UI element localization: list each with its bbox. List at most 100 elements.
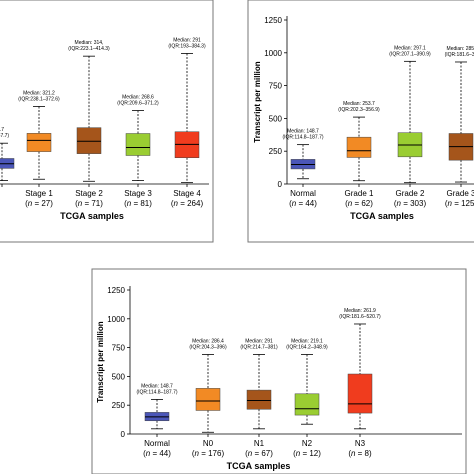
grade-median-label-2: Median: 297.1 — [394, 45, 426, 51]
nodal-median-label-1: Median: 286.4 — [192, 339, 224, 345]
stage-iqr-label-3: (IQR:209.6–371.2) — [117, 101, 159, 107]
stage-n-value-2: = 71) — [82, 199, 103, 208]
stage-median-label-0: .7 — [0, 127, 4, 133]
stage-panel: .7187.7) Median: 321.2(IQR:238.1–372.6) St… — [0, 0, 214, 243]
grade-n-value-0: = 44) — [296, 199, 317, 208]
nodal-ytick-label-5: 1250 — [107, 286, 125, 295]
stage-n-symbol-4: n — [174, 199, 179, 208]
stage-n-symbol-3: n — [127, 199, 132, 208]
nodal-ytick-label-3: 750 — [112, 344, 126, 353]
nodal-n-value-1: = 176) — [199, 449, 224, 458]
nodal-median-label-3: Median: 219.1 — [291, 339, 323, 345]
nodal-xtick-label-3: N2 — [302, 439, 313, 448]
nodal-n-symbol-0: n — [146, 449, 151, 458]
stage-median-label-2: Median: 314, — [75, 40, 104, 46]
nodal-box-4 — [347, 373, 373, 414]
grade-median-label-3: Median: 285. — [447, 46, 474, 52]
nodal-n-value-4: = 8) — [355, 449, 372, 458]
grade-ytick-label-1: 250 — [269, 147, 283, 156]
nodal-ytick-label-0: 0 — [121, 430, 126, 439]
grade-n-symbol-0: n — [292, 199, 297, 208]
nodal-iqr-label-0: (IQR:114.8–187.7) — [136, 389, 177, 395]
nodal-n-label-4: (n = 8) — [348, 449, 372, 458]
nodal-frame — [91, 268, 467, 474]
stage-xtick-label-2: Stage 2 — [75, 189, 103, 198]
grade-n-label-0: (n = 44) — [289, 199, 317, 208]
grade-iqr-label-0: (IQR:114.8–187.7) — [282, 135, 323, 141]
grade-xtick-label-3: Grade 3 — [447, 189, 474, 198]
nodal-xtick-label-2: N1 — [254, 439, 265, 448]
nodal-iqr-label-2: (IQR:214.7–381) — [240, 345, 278, 351]
grade-xtick-label-0: Normal — [290, 189, 316, 198]
stage-median-label-1: Median: 321.2 — [23, 90, 55, 96]
stage-content: .7187.7) Median: 321.2(IQR:238.1–372.6) St… — [0, 37, 209, 221]
stage-iqr-label-2: (IQR:223.1–414.3) — [68, 46, 110, 52]
grade-n-label-3: (n = 125) — [445, 199, 474, 208]
grade-frame — [247, 0, 474, 243]
stage-box-1 — [26, 133, 52, 152]
nodal-ytick-label-1: 250 — [112, 401, 126, 410]
nodal-n-value-3: = 12) — [300, 449, 321, 458]
nodal-box-2 — [246, 389, 272, 410]
nodal-iqr-label-1: (IQR:204.3–396) — [189, 345, 227, 351]
stage-box-3 — [125, 133, 151, 156]
grade-n-symbol-2: n — [397, 199, 402, 208]
nodal-xlabel: TCGA samples — [227, 461, 291, 471]
grade-panel: 0 250 500 750 1000 1250 Transcript per million… — [247, 0, 474, 243]
stage-iqr-label-1: (IQR:238.1–372.6) — [18, 96, 60, 102]
nodal-panel: 0 250 500 750 1000 1250 Transcript per million… — [91, 268, 467, 474]
nodal-n-label-3: (n = 12) — [293, 449, 321, 458]
grade-median-label-1: Median: 253.7 — [343, 101, 375, 107]
nodal-n-value-2: = 67) — [252, 449, 273, 458]
grade-n-label-2: (n = 303) — [394, 199, 427, 208]
stage-frame — [0, 0, 214, 243]
stage-iqr-label-0: 187.7) — [0, 133, 9, 139]
nodal-ytick-label-2: 500 — [112, 372, 126, 381]
stage-n-value-1: = 27) — [32, 199, 53, 208]
grade-xtick-label-1: Grade 1 — [345, 189, 374, 198]
stage-n-symbol-1: n — [28, 199, 33, 208]
grade-median-label-0: Median: 148.7 — [287, 129, 319, 135]
grade-ytick-label-2: 500 — [269, 114, 283, 123]
nodal-n-symbol-3: n — [296, 449, 301, 458]
grade-n-symbol-3: n — [448, 199, 453, 208]
grade-n-label-1: (n = 62) — [345, 199, 373, 208]
grade-iqr-label-1: (IQR:202.3–356.9) — [338, 107, 380, 113]
nodal-xtick-label-1: N0 — [203, 439, 214, 448]
stage-n-label-3: (n = 81) — [124, 199, 152, 208]
nodal-median-label-0: Median: 148.7 — [141, 383, 173, 389]
grade-n-value-1: = 62) — [352, 199, 373, 208]
stage-n-label-1: (n = 27) — [25, 199, 53, 208]
nodal-n-symbol-4: n — [351, 449, 356, 458]
stage-median-label-4: Median: 291 — [173, 37, 201, 43]
grade-ytick-label-4: 1000 — [264, 49, 282, 58]
grade-ytick-label-5: 1250 — [264, 16, 282, 25]
stage-n-label-2: (n = 71) — [75, 199, 103, 208]
nodal-n-symbol-1: n — [195, 449, 200, 458]
stage-n-symbol-2: n — [78, 199, 83, 208]
nodal-n-label-2: (n = 67) — [245, 449, 273, 458]
nodal-median-label-4: Median: 261.9 — [344, 308, 376, 314]
stage-iqr-label-4: (IQR:193–384.3) — [168, 43, 206, 49]
grade-ylabel: Transcript per million — [253, 61, 262, 142]
grade-n-value-2: = 303) — [401, 199, 426, 208]
stage-n-label-4: (n = 264) — [171, 199, 204, 208]
nodal-ylabel: Transcript per million — [96, 321, 105, 402]
stage-xtick-label-4: Stage 4 — [173, 189, 201, 198]
stage-n-value-4: = 264) — [178, 199, 203, 208]
stage-median-label-3: Median: 268.6 — [122, 95, 154, 101]
grade-box-1 — [346, 136, 372, 158]
stage-box-2 — [76, 127, 102, 154]
stage-xtick-label-1: Stage 1 — [25, 189, 53, 198]
nodal-iqr-label-4: (IQR:181.6–520.7) — [339, 314, 381, 320]
nodal-xtick-label-4: N3 — [355, 439, 366, 448]
grade-iqr-label-3: (IQR:181.6–38 — [445, 52, 474, 58]
stage-xlabel: TCGA samples — [60, 211, 124, 221]
grade-n-symbol-1: n — [348, 199, 353, 208]
nodal-n-label-1: (n = 176) — [192, 449, 225, 458]
nodal-iqr-label-3: (IQR:164.2–348.9) — [286, 345, 328, 351]
nodal-n-label-0: (n = 44) — [143, 449, 171, 458]
grade-n-value-3: = 125) — [452, 199, 474, 208]
grade-ytick-label-3: 750 — [269, 82, 283, 91]
